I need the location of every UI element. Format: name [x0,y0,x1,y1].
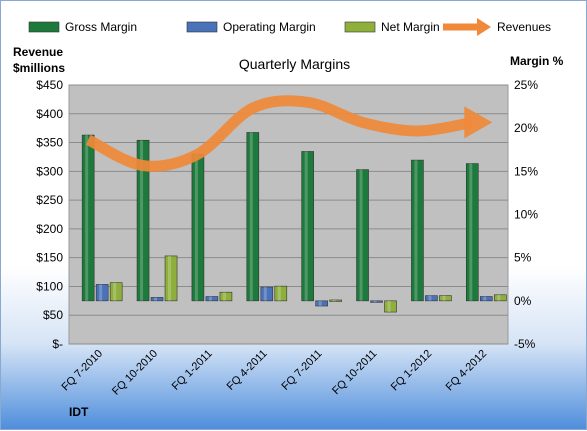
bar-operating-margin [315,300,328,307]
bar-net-margin [274,285,288,302]
bar-highlight [277,286,281,301]
legend-label: Operating Margin [223,20,316,34]
bar-highlight [208,296,212,301]
left-tick-label: $450 [36,78,63,92]
bar-highlight [304,151,308,301]
bar-operating-margin [479,296,493,302]
right-tick-label: 15% [514,164,538,178]
bar-gross-margin [81,134,95,302]
bar-highlight [332,299,336,302]
legend-label: Gross Margin [65,20,137,34]
bar-gross-margin [411,159,424,302]
bar-net-margin [493,294,507,302]
bar-gross-margin [246,132,260,302]
bar-operating-margin [95,284,109,302]
right-tick-label: 25% [514,78,538,92]
left-tick-label: $300 [36,164,63,178]
bar-highlight [249,132,253,301]
right-tick-label: -5% [514,337,536,351]
right-tick-label: 5% [514,251,532,265]
category-label: FQ 10-2011 [330,348,379,397]
left-axis-label-line2: $millions [13,61,66,75]
bar-gross-margin [301,151,314,302]
bar-operating-margin [205,296,219,302]
chart-title: Quarterly Margins [238,56,351,72]
bar-net-margin [439,295,452,302]
bar-highlight [318,300,322,307]
bar-highlight [140,140,144,301]
bar-highlight [469,163,473,301]
bar-highlight [428,295,432,301]
bar-highlight [85,135,89,301]
right-axis-label: Margin % [510,54,564,68]
left-axis-label-line1: Revenue [13,45,64,59]
right-tick-label: 20% [514,121,538,135]
left-tick-label: $250 [36,193,63,207]
category-label: FQ 10-2010 [110,348,160,398]
legend-swatch-operating-margin [186,21,218,33]
category-label: FQ 7-2010 [59,348,105,394]
bar-highlight [99,284,103,301]
left-tick-label: $- [52,337,63,351]
left-tick-label: $350 [36,136,63,150]
bar-highlight [168,255,172,301]
bar-highlight [113,282,117,301]
bar-highlight [442,295,446,301]
bar-operating-margin [370,300,383,303]
bar-net-margin [384,300,397,313]
left-tick-label: $400 [36,107,63,121]
bar-highlight [359,169,363,301]
legend-arrow [477,18,491,36]
bar-net-margin [164,255,178,302]
bar-highlight [154,297,158,301]
bar-highlight [483,296,487,301]
left-tick-label: $150 [36,251,63,265]
category-label: FQ 1-2012 [389,348,435,394]
bar-gross-margin [356,169,369,302]
left-tick-label: $200 [36,222,63,236]
revenue-line [85,95,474,172]
bar-highlight [414,160,418,301]
company-label: IDT [69,405,89,419]
category-label: FQ 7-2011 [280,348,325,393]
revenue-arrowhead [464,106,493,139]
bar-net-margin [329,299,342,302]
bar-net-margin [219,291,233,302]
bar-gross-margin [136,139,150,302]
bar-operating-margin [425,295,438,302]
category-label: FQ 1-2011 [170,348,215,393]
legend-label: Net Margin [381,20,440,34]
bar-operating-margin [260,286,274,302]
bar-highlight [263,287,267,301]
legend-label: Revenues [497,20,551,34]
right-tick-label: 0% [514,294,532,308]
bar-highlight [387,300,391,313]
legend-swatch-gross-margin [28,21,60,33]
right-tick-label: 10% [514,208,538,222]
legend-swatch-net-margin [344,21,376,33]
category-label: FQ 4-2012 [444,348,490,394]
category-label: FQ 4-2011 [225,348,270,393]
left-tick-label: $100 [36,279,63,293]
bar-operating-margin [150,297,164,302]
bar-highlight [373,300,377,303]
bar-highlight [194,154,198,301]
bar-gross-margin [465,163,479,302]
bar-highlight [222,292,226,301]
bar-net-margin [109,282,123,302]
bar-highlight [497,294,501,301]
left-tick-label: $50 [43,308,63,322]
